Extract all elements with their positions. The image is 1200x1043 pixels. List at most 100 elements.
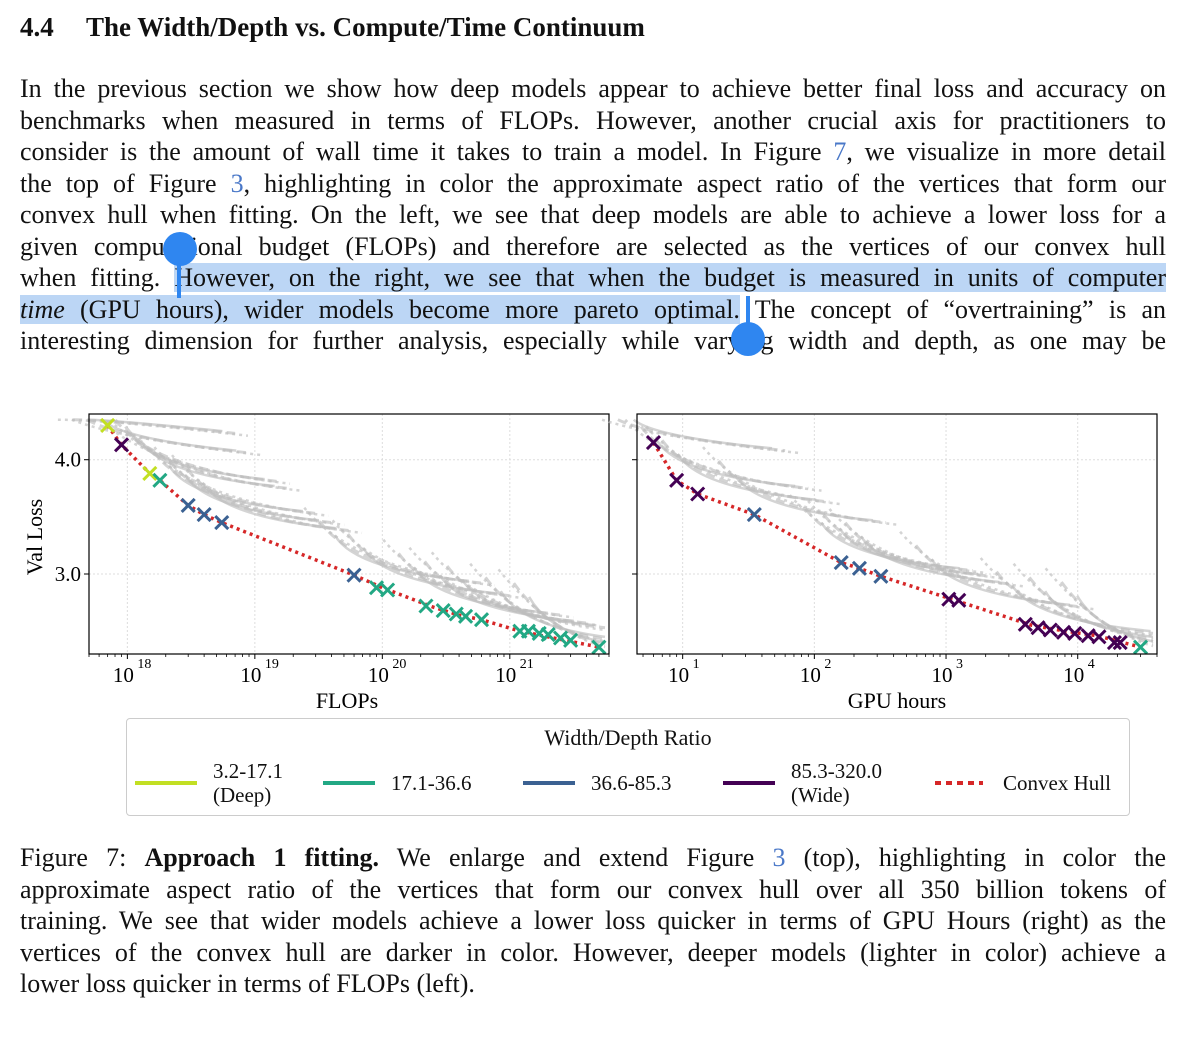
marker-stroke <box>1017 616 1033 632</box>
training-curve <box>137 437 329 517</box>
training-curve <box>99 418 291 485</box>
paragraph-line: the top of Figure 3, highlighting in col… <box>20 168 1166 198</box>
training-curve <box>660 439 830 504</box>
marker-stroke <box>563 632 579 648</box>
training-curve <box>430 551 606 632</box>
training-curve <box>828 508 1026 588</box>
plot-frame <box>636 413 1158 655</box>
training-curve <box>57 418 249 437</box>
training-curve <box>979 557 1154 637</box>
figure-3-link[interactable]: 3 <box>230 168 244 198</box>
hull-vertex-marker <box>851 560 868 576</box>
x-tick-label: 10 <box>1063 663 1084 687</box>
x-tick-label: 10 <box>368 663 389 687</box>
x-tick-exponent: 20 <box>392 657 406 672</box>
training-curve <box>788 494 987 575</box>
paragraph-line[interactable]: time (GPU hours), wider models become mo… <box>20 294 1166 324</box>
marker-stroke <box>1030 620 1046 636</box>
hull-vertex-marker <box>873 568 889 584</box>
paragraph-line[interactable]: when fitting. However, on the right, we … <box>20 263 1166 292</box>
selection-start-caret[interactable] <box>177 264 181 298</box>
hull-vertex-marker <box>1112 635 1128 651</box>
paragraph-line: convex hull when fitting. On the left, w… <box>20 200 1166 229</box>
hull-vertex-marker <box>1067 625 1083 641</box>
marker-stroke <box>196 507 212 523</box>
hull-vertex-marker <box>346 567 362 583</box>
marker-stroke <box>180 497 196 513</box>
text-selection[interactable]: time (GPU hours), wider models become mo… <box>20 294 740 324</box>
x-tick-label: 10 <box>240 663 261 687</box>
legend-item-mid-wide: 36.6-85.3 <box>523 757 672 809</box>
marker-stroke <box>100 417 116 433</box>
marker-stroke <box>435 603 451 619</box>
hull-vertex-marker <box>690 486 706 502</box>
marker-stroke <box>690 486 706 502</box>
marker-stroke <box>473 612 490 628</box>
hull-vertex-marker <box>1091 629 1107 645</box>
marker-stroke <box>380 582 396 598</box>
x-tick-exponent: 21 <box>520 657 534 672</box>
legend-item-convex-hull: Convex Hull <box>935 757 1111 809</box>
hull-vertex-marker <box>142 465 158 481</box>
hull-vertex-marker <box>380 582 396 598</box>
text-selection[interactable]: However, on the right, we see that when … <box>174 263 1166 292</box>
caption-line: training. We see that wider models achie… <box>20 906 1166 935</box>
hull-vertex-marker <box>152 472 168 488</box>
hull-vertex-marker <box>591 639 607 655</box>
marker-stroke <box>346 567 362 583</box>
marker-stroke <box>214 515 230 531</box>
hull-vertex-marker <box>435 603 451 619</box>
chart-legend: Width/Depth Ratio 3.2-17.1 (Deep) 17.1-36… <box>126 718 1130 816</box>
selection-end-caret[interactable] <box>746 296 750 330</box>
x-tick-label: 10 <box>113 663 134 687</box>
body-paragraph: In the previous section we show how deep… <box>20 73 1166 357</box>
section-heading: 4.4 The Width/Depth vs. Compute/Time Cont… <box>20 12 645 43</box>
legend-item-mid-deep: 17.1-36.6 <box>323 757 472 809</box>
x-tick-exponent: 1 <box>693 657 700 672</box>
legend-swatch <box>523 781 575 785</box>
hull-vertex-marker <box>473 612 490 628</box>
marker-stroke <box>1106 635 1122 651</box>
marker-stroke <box>520 623 536 639</box>
hull-vertex-marker <box>833 555 849 571</box>
training-curve <box>717 460 887 525</box>
hull-vertex-marker <box>214 515 230 531</box>
marker-stroke <box>746 507 762 523</box>
hull-vertex-marker <box>645 435 662 451</box>
hull-vertex-marker <box>1132 639 1149 655</box>
marker-stroke <box>1091 629 1107 645</box>
training-curve <box>331 519 523 600</box>
hull-vertex-marker <box>1017 616 1033 632</box>
selection-end-handle[interactable] <box>731 322 765 356</box>
hull-vertex-marker <box>669 472 685 488</box>
hull-vertex-marker <box>1042 622 1058 638</box>
training-curve <box>469 562 606 643</box>
right-panel-gpu-hours: 10 1 10 2 10 3 10 4 <box>601 413 1158 687</box>
hull-vertex-marker <box>368 580 385 596</box>
marker-stroke <box>458 608 474 624</box>
hull-vertex-marker <box>196 507 212 523</box>
figure-3-link[interactable]: 3 <box>772 843 786 872</box>
training-curve <box>1044 567 1154 648</box>
marker-stroke <box>669 472 685 488</box>
marker-stroke <box>833 555 849 571</box>
left-panel-flops: 10 18 10 19 10 20 10 214.03.0 <box>55 413 610 687</box>
marker-stroke <box>152 472 168 488</box>
caption-line: approximate aspect ratio of the vertices… <box>20 874 1166 904</box>
x-tick-exponent: 4 <box>1088 657 1095 672</box>
caption-line: vertices of the convex hull are darker i… <box>20 937 1166 967</box>
selection-start-handle[interactable] <box>163 232 197 266</box>
right-x-axis-label: GPU hours <box>848 688 946 710</box>
marker-stroke <box>1112 635 1128 651</box>
hull-vertex-marker <box>540 627 556 643</box>
legend-item-deep: 3.2-17.1 (Deep) <box>135 757 283 809</box>
y-tick-label: 3.0 <box>55 562 81 586</box>
legend-swatch <box>135 781 197 785</box>
paragraph-line: In the previous section we show how deep… <box>20 74 1166 103</box>
left-x-axis-label: FLOPs <box>316 688 378 710</box>
paragraph-line: given computational budget (FLOPs) and t… <box>20 231 1166 261</box>
hull-vertex-marker <box>1030 620 1046 636</box>
figure-7-link[interactable]: 7 <box>833 137 847 166</box>
x-tick-label: 10 <box>495 663 516 687</box>
marker-stroke <box>142 465 158 481</box>
